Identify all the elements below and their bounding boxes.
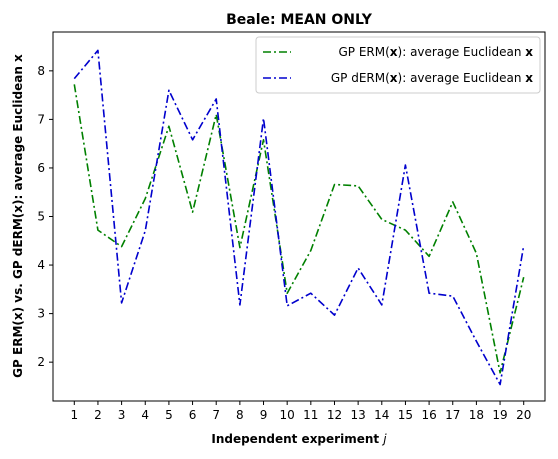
x-tick-label: 13 (350, 408, 365, 422)
x-tick-label: 14 (374, 408, 389, 422)
x-tick-label: 7 (212, 408, 220, 422)
legend-text-part: x (525, 45, 533, 59)
x-tick-label: 2 (94, 408, 102, 422)
x-tick-label: 6 (189, 408, 197, 422)
x-tick-label: 3 (118, 408, 126, 422)
legend: GP ERM(x): average Euclidean xGP dERM(x)… (255, 36, 541, 94)
series-line-2 (73, 49, 525, 386)
legend-text-part: x (390, 45, 398, 59)
y-axis-title: GP ERM(x) vs. GP dERM(x): average Euclid… (11, 54, 25, 378)
x-tick-label: 19 (492, 408, 507, 422)
x-tick-label: 17 (445, 408, 460, 422)
y-tick-label: 7 (37, 112, 45, 126)
legend-box (255, 36, 541, 94)
y-tick-label: 5 (37, 210, 45, 224)
x-tick-label: 12 (327, 408, 342, 422)
y-tick-label: 2 (37, 355, 45, 369)
x-tick-label: 16 (421, 408, 436, 422)
x-tick-label: 18 (469, 408, 484, 422)
x-tick-label: 8 (236, 408, 244, 422)
x-tick-label: 10 (280, 408, 295, 422)
legend-text-part: x (390, 71, 398, 85)
x-axis-title: Independent experiment j (211, 432, 387, 446)
legend-text-part: GP ERM( (338, 45, 389, 59)
y-tick-label: 6 (37, 161, 45, 175)
x-tick-label: 1 (70, 408, 78, 422)
legend-label-1: GP ERM(x): average Euclidean x (338, 45, 533, 59)
x-axis-title-text: Independent experiment (211, 432, 383, 446)
y-tick-label: 4 (37, 258, 45, 272)
y-tick-label: 8 (37, 64, 45, 78)
x-axis-title-variable: j (381, 432, 387, 446)
legend-text-part: x (525, 71, 533, 85)
legend-text-part: ): average Euclidean (398, 71, 526, 85)
series-lines (73, 49, 525, 386)
x-tick-label: 9 (260, 408, 268, 422)
legend-text-part: GP dERM( (331, 71, 390, 85)
x-tick-label: 4 (141, 408, 149, 422)
y-tick-label: 3 (37, 307, 45, 321)
x-axis: 1 2 3 4 5 6 7 8 9 10 11 12 13 14 15 16 17 18 19 20 (70, 401, 531, 422)
series-line-1 (73, 84, 525, 374)
y-axis: 2 3 4 5 6 7 8 (37, 64, 53, 369)
x-tick-label: 15 (398, 408, 413, 422)
x-tick-label: 20 (516, 408, 531, 422)
legend-label-2: GP dERM(x): average Euclidean x (331, 71, 533, 85)
legend-text-part: ): average Euclidean (398, 45, 526, 59)
x-tick-label: 5 (165, 408, 173, 422)
x-tick-label: 11 (303, 408, 318, 422)
chart-title: Beale: MEAN ONLY (226, 12, 373, 28)
